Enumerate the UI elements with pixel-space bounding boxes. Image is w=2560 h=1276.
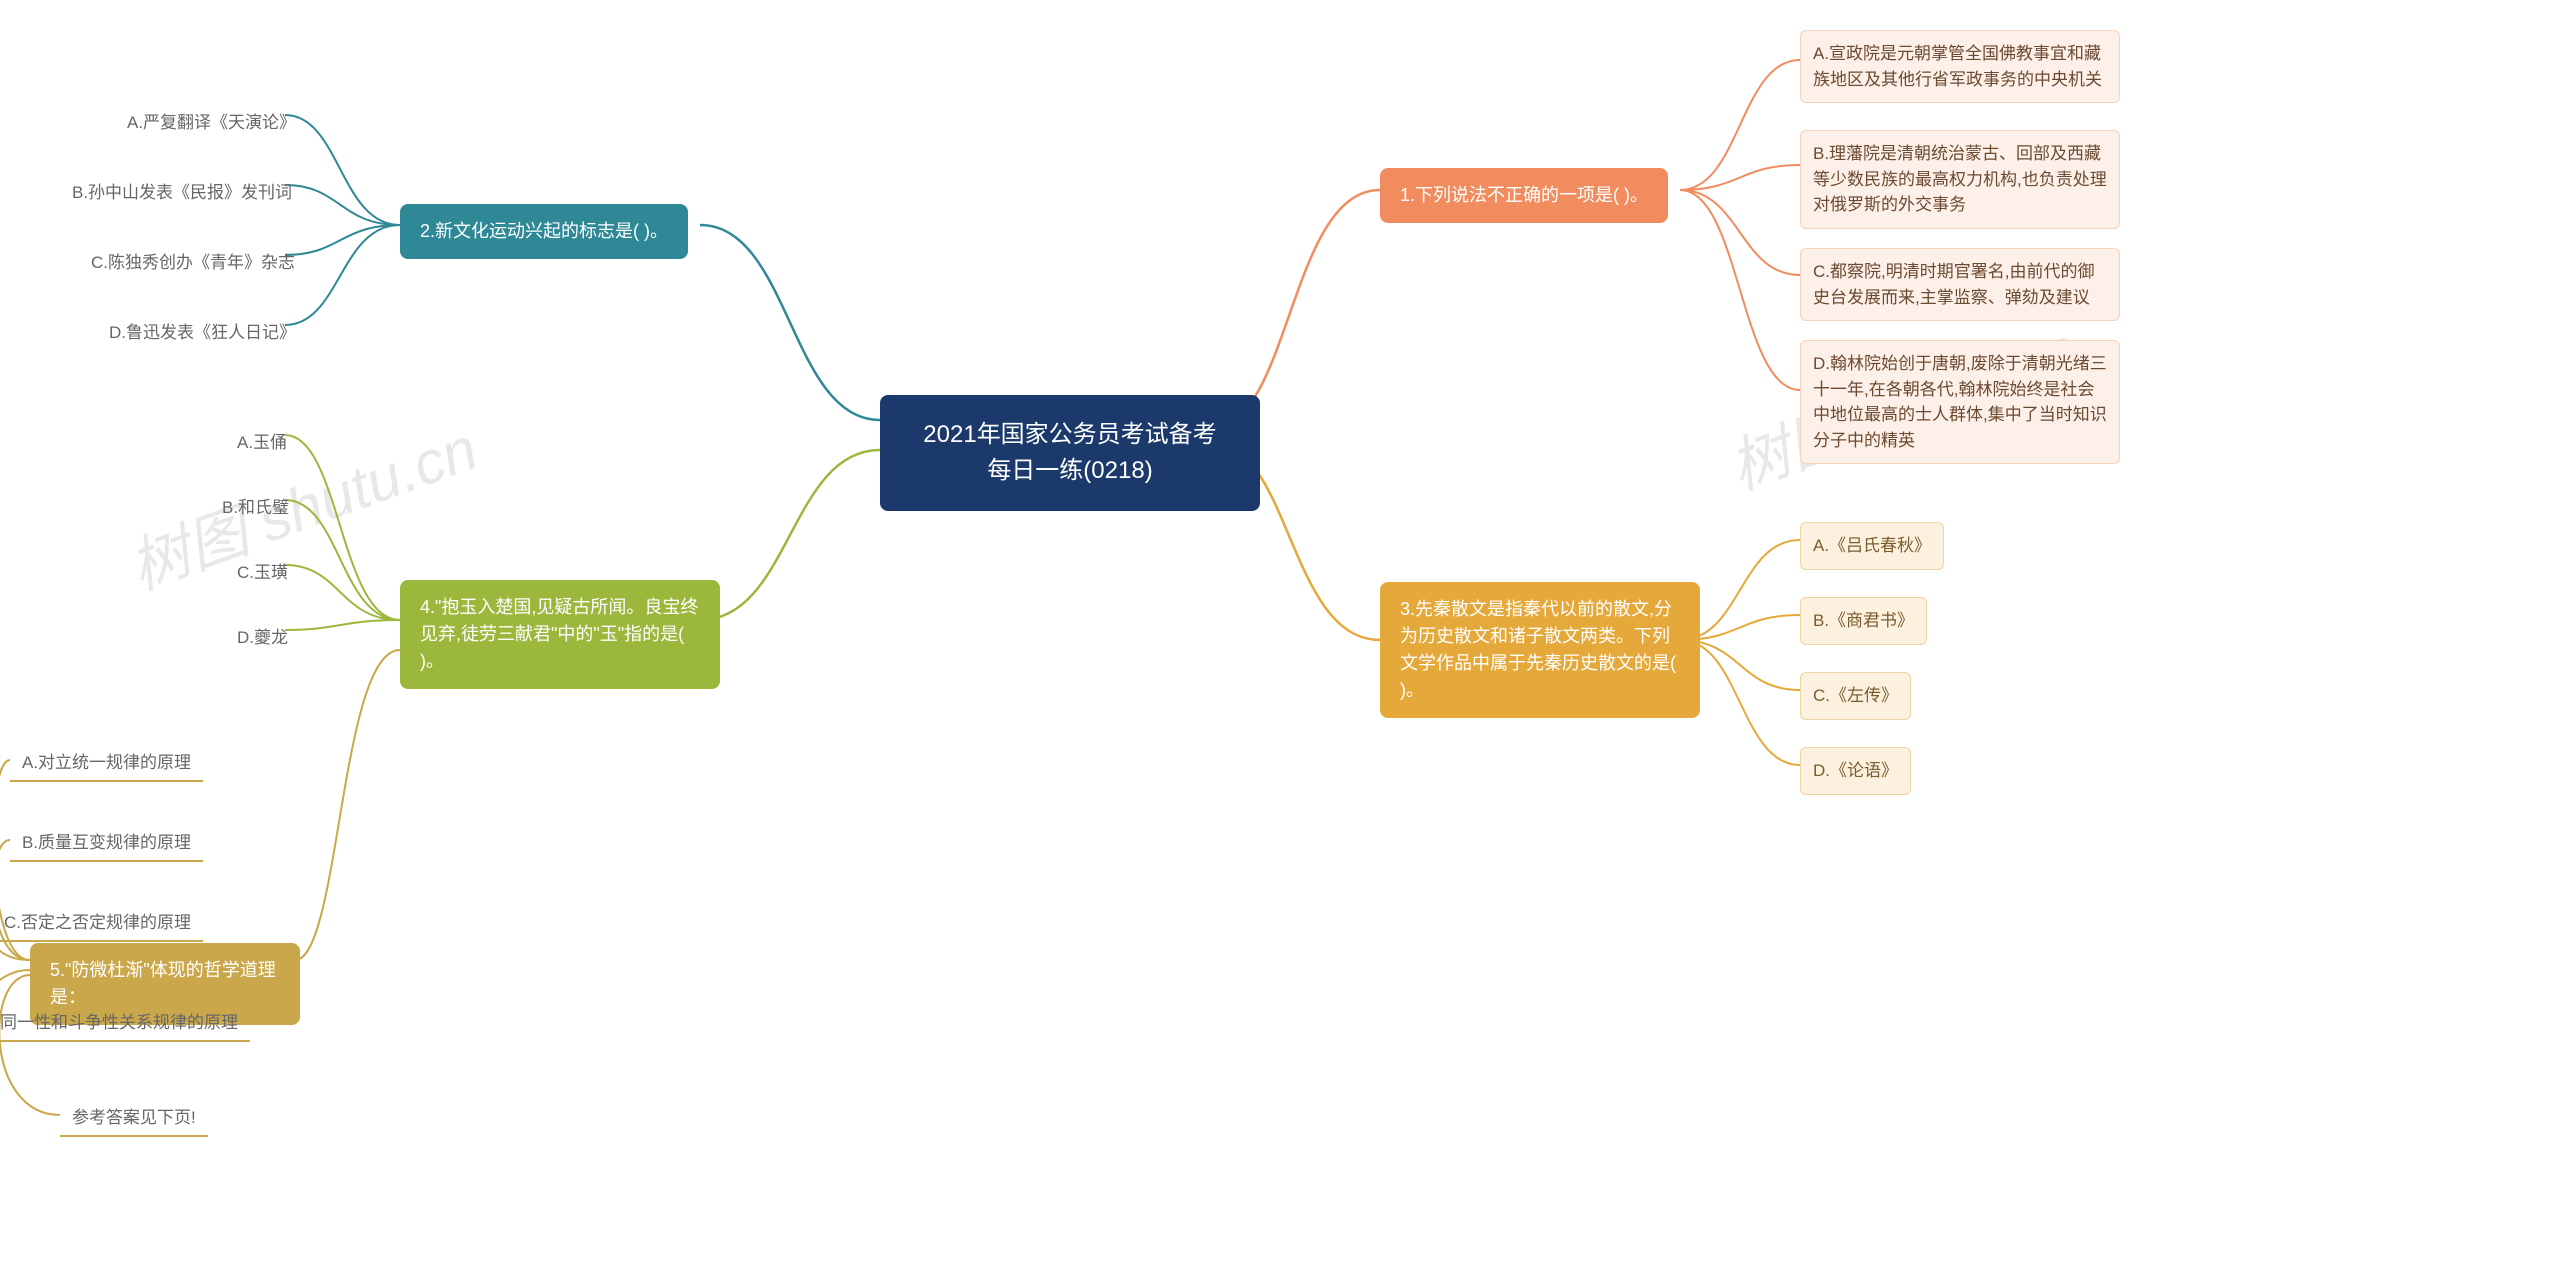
leaf-q5-b: B.质量互变规律的原理 xyxy=(10,820,203,862)
leaf-q1-d: D.翰林院始创于唐朝,废除于清朝光绪三十一年,在各朝各代,翰林院始终是社会中地位… xyxy=(1800,340,2120,464)
leaf-q4-d: D.夔龙 xyxy=(225,615,300,661)
leaf-q3-d: D.《论语》 xyxy=(1800,747,1911,795)
leaf-q2-c: C.陈独秀创办《青年》杂志 xyxy=(79,240,307,286)
leaf-q4-c: C.玉璜 xyxy=(225,550,300,596)
leaf-q2-d: D.鲁迅发表《狂人日记》 xyxy=(97,310,308,356)
leaf-q2-b: B.孙中山发表《民报》发刊词 xyxy=(60,170,304,216)
leaf-q5-ref: 参考答案见下页! xyxy=(60,1095,208,1137)
leaf-q4-a: A.玉俑 xyxy=(225,420,299,466)
watermark: 树图 shutu.cn xyxy=(116,400,487,606)
branch-q3: 3.先秦散文是指秦代以前的散文,分为历史散文和诸子散文两类。下列文学作品中属于先… xyxy=(1380,582,1700,718)
leaf-q3-c: C.《左传》 xyxy=(1800,672,1911,720)
connector-q5-options xyxy=(0,0,2560,1276)
leaf-q5-a: A.对立统一规律的原理 xyxy=(10,740,203,782)
branch-q1: 1.下列说法不正确的一项是( )。 xyxy=(1380,168,1668,223)
connector-lines-q5 xyxy=(0,0,2560,1276)
leaf-q4-b: B.和氏璧 xyxy=(210,485,301,531)
leaf-q5-d: D.矛盾的同一性和斗争性关系规律的原理 xyxy=(0,1000,250,1042)
leaf-q2-a: A.严复翻译《天演论》 xyxy=(115,100,308,146)
leaf-q5-c: C.否定之否定规律的原理 xyxy=(0,900,203,942)
leaf-q3-a: A.《吕氏春秋》 xyxy=(1800,522,1944,570)
leaf-q1-c: C.都察院,明清时期官署名,由前代的御史台发展而来,主掌监察、弹劾及建议 xyxy=(1800,248,2120,321)
branch-q2: 2.新文化运动兴起的标志是( )。 xyxy=(400,204,688,259)
center-node: 2021年国家公务员考试备考每日一练(0218) xyxy=(880,395,1260,511)
branch-q4: 4."抱玉入楚国,见疑古所闻。良宝终见弃,徒劳三献君"中的"玉"指的是( )。 xyxy=(400,580,720,689)
leaf-q1-a: A.宣政院是元朝掌管全国佛教事宜和藏族地区及其他行省军政事务的中央机关 xyxy=(1800,30,2120,103)
leaf-q3-b: B.《商君书》 xyxy=(1800,597,1927,645)
connector-lines xyxy=(0,0,2560,1276)
leaf-q1-b: B.理藩院是清朝统治蒙古、回部及西藏等少数民族的最高权力机构,也负责处理对俄罗斯… xyxy=(1800,130,2120,229)
